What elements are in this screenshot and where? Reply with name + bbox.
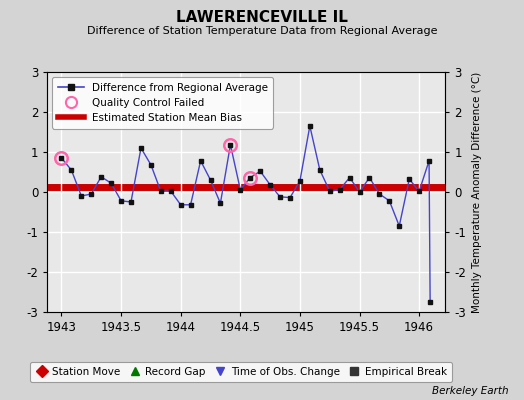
Legend: Difference from Regional Average, Quality Control Failed, Estimated Station Mean: Difference from Regional Average, Qualit…	[52, 77, 273, 128]
Text: Difference of Station Temperature Data from Regional Average: Difference of Station Temperature Data f…	[87, 26, 437, 36]
Text: Berkeley Earth: Berkeley Earth	[432, 386, 508, 396]
Y-axis label: Monthly Temperature Anomaly Difference (°C): Monthly Temperature Anomaly Difference (…	[472, 71, 482, 313]
Legend: Station Move, Record Gap, Time of Obs. Change, Empirical Break: Station Move, Record Gap, Time of Obs. C…	[30, 362, 452, 382]
Text: LAWERENCEVILLE IL: LAWERENCEVILLE IL	[176, 10, 348, 25]
